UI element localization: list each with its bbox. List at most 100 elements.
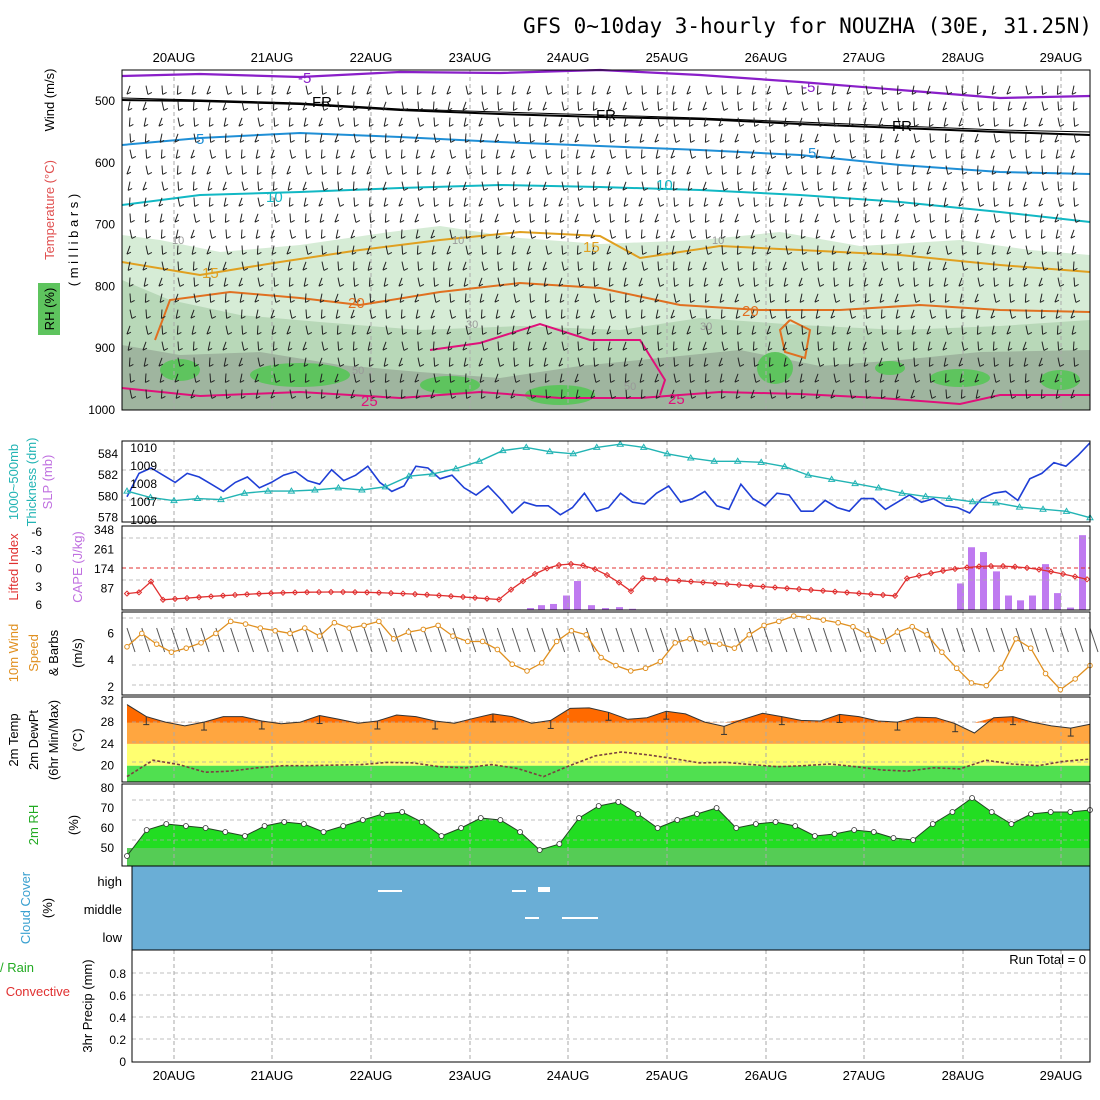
surface-wind-barb	[304, 627, 314, 653]
wind-barb	[206, 165, 211, 175]
wind-barb-flag	[510, 155, 516, 159]
wind-barb-flag	[514, 364, 519, 367]
wind-barb-flag	[671, 91, 677, 95]
wind-barb-flag	[995, 139, 1001, 143]
wind-barb-flag	[510, 235, 516, 239]
wind-barb-flag	[689, 204, 694, 207]
wind-barb-flag	[963, 347, 969, 351]
wind-barb-flag	[403, 347, 409, 351]
wind-barb-flag	[882, 92, 887, 95]
wind-barb	[558, 277, 563, 287]
wind-barb-flag	[494, 219, 500, 223]
wind-barb	[271, 165, 275, 175]
wind-barb	[1041, 325, 1044, 335]
rh-patch-4	[757, 352, 793, 384]
wind-barb-flag	[946, 236, 951, 239]
wind-barb	[400, 389, 403, 399]
wind-barb-flag	[670, 155, 676, 159]
wind-barb-flag	[814, 379, 820, 383]
wind-barb	[447, 261, 451, 271]
wind-barb-flag	[257, 252, 262, 255]
temp-label-2: 2m DewPt	[26, 710, 41, 770]
wind-barb-flag	[862, 347, 868, 351]
wind-barb-flag	[242, 172, 247, 175]
wind-barb	[126, 165, 131, 175]
wind-barb	[1070, 309, 1075, 319]
wind-barb-flag	[607, 107, 613, 111]
wind-barb-flag	[914, 284, 919, 287]
wind-barb-flag	[863, 283, 869, 287]
panel-frame	[121, 69, 1091, 411]
wind-barb	[833, 293, 837, 303]
wind-barb	[1025, 245, 1029, 255]
wind-barb-flag	[447, 187, 453, 191]
wind-barb-flag	[611, 235, 617, 239]
wind-barb-flag	[686, 251, 692, 255]
wind-barb-flag	[529, 284, 534, 287]
wind-barb-flag	[273, 268, 278, 271]
wind-barb-flag	[830, 155, 836, 159]
wind-barb-flag	[831, 331, 837, 335]
wind-barb-flag	[481, 396, 486, 399]
wind-barb-flag	[211, 155, 217, 159]
wind-barb-flag	[931, 315, 937, 319]
wind-barb	[734, 133, 739, 143]
wind-barb-flag	[750, 315, 756, 319]
surface-wind-barb	[748, 627, 758, 653]
wind-barb	[352, 101, 355, 111]
wind-speed-marker	[1042, 670, 1049, 677]
wind-barb-flag	[995, 379, 1001, 383]
wind-barb-flag	[883, 107, 889, 111]
wind-barb	[863, 117, 867, 127]
thickness-marker	[217, 495, 225, 503]
wind-barb	[319, 373, 323, 383]
wind-barb	[926, 165, 931, 175]
wind-barb-flag	[707, 91, 713, 95]
wind-barb	[593, 293, 597, 303]
wind-barb	[417, 117, 421, 127]
wind-barb-flag	[927, 267, 933, 271]
wind-barb	[271, 245, 275, 255]
wind-barb-flag	[863, 203, 869, 207]
wind-barb	[382, 101, 387, 111]
wind-barb	[945, 389, 948, 399]
wind-barb-flag	[207, 187, 213, 191]
wind-barb-flag	[367, 187, 373, 191]
wind-barb-flag	[782, 107, 788, 111]
wind-barb-flag	[1059, 283, 1065, 287]
wind-barb-flag	[690, 140, 695, 143]
wind-barb	[192, 341, 195, 351]
wind-barb-flag	[595, 379, 601, 383]
wind-barb	[703, 197, 707, 207]
wind-barb	[1038, 277, 1043, 287]
wind-barb	[574, 213, 579, 223]
lifted-index-marker	[903, 575, 911, 582]
wind-speed-marker	[183, 645, 190, 651]
wind-barb-flag	[863, 363, 869, 367]
wind-barb	[351, 85, 355, 95]
wind-barb	[721, 181, 725, 191]
wind-barb-flag	[786, 396, 791, 399]
wind-barb-flag	[722, 332, 727, 335]
wind-barb-flag	[1038, 203, 1044, 207]
wind-barb-flag	[338, 348, 343, 351]
wind-barb	[481, 165, 484, 175]
wind-barb	[337, 341, 340, 351]
wind-barb-flag	[323, 347, 329, 351]
wind-barb	[1023, 117, 1027, 127]
wind-barb-flag	[417, 252, 422, 255]
wind-barb-flag	[147, 251, 153, 255]
wind-barb-flag	[494, 139, 500, 143]
surface-wind-barb	[956, 627, 966, 653]
wind-barb-flag	[434, 284, 439, 287]
wind-barb-flag	[691, 315, 697, 319]
wind-barb-flag	[926, 171, 932, 175]
lifted-index-marker	[435, 592, 443, 599]
wind-barb	[592, 341, 595, 351]
wind-barb	[129, 213, 132, 223]
wind-barb	[574, 293, 579, 303]
temp-contour-freezing-b	[121, 97, 1091, 133]
wind-barb-flag	[414, 379, 420, 383]
wind-barb-flag	[705, 140, 710, 143]
wind-barb-flag	[130, 380, 135, 383]
